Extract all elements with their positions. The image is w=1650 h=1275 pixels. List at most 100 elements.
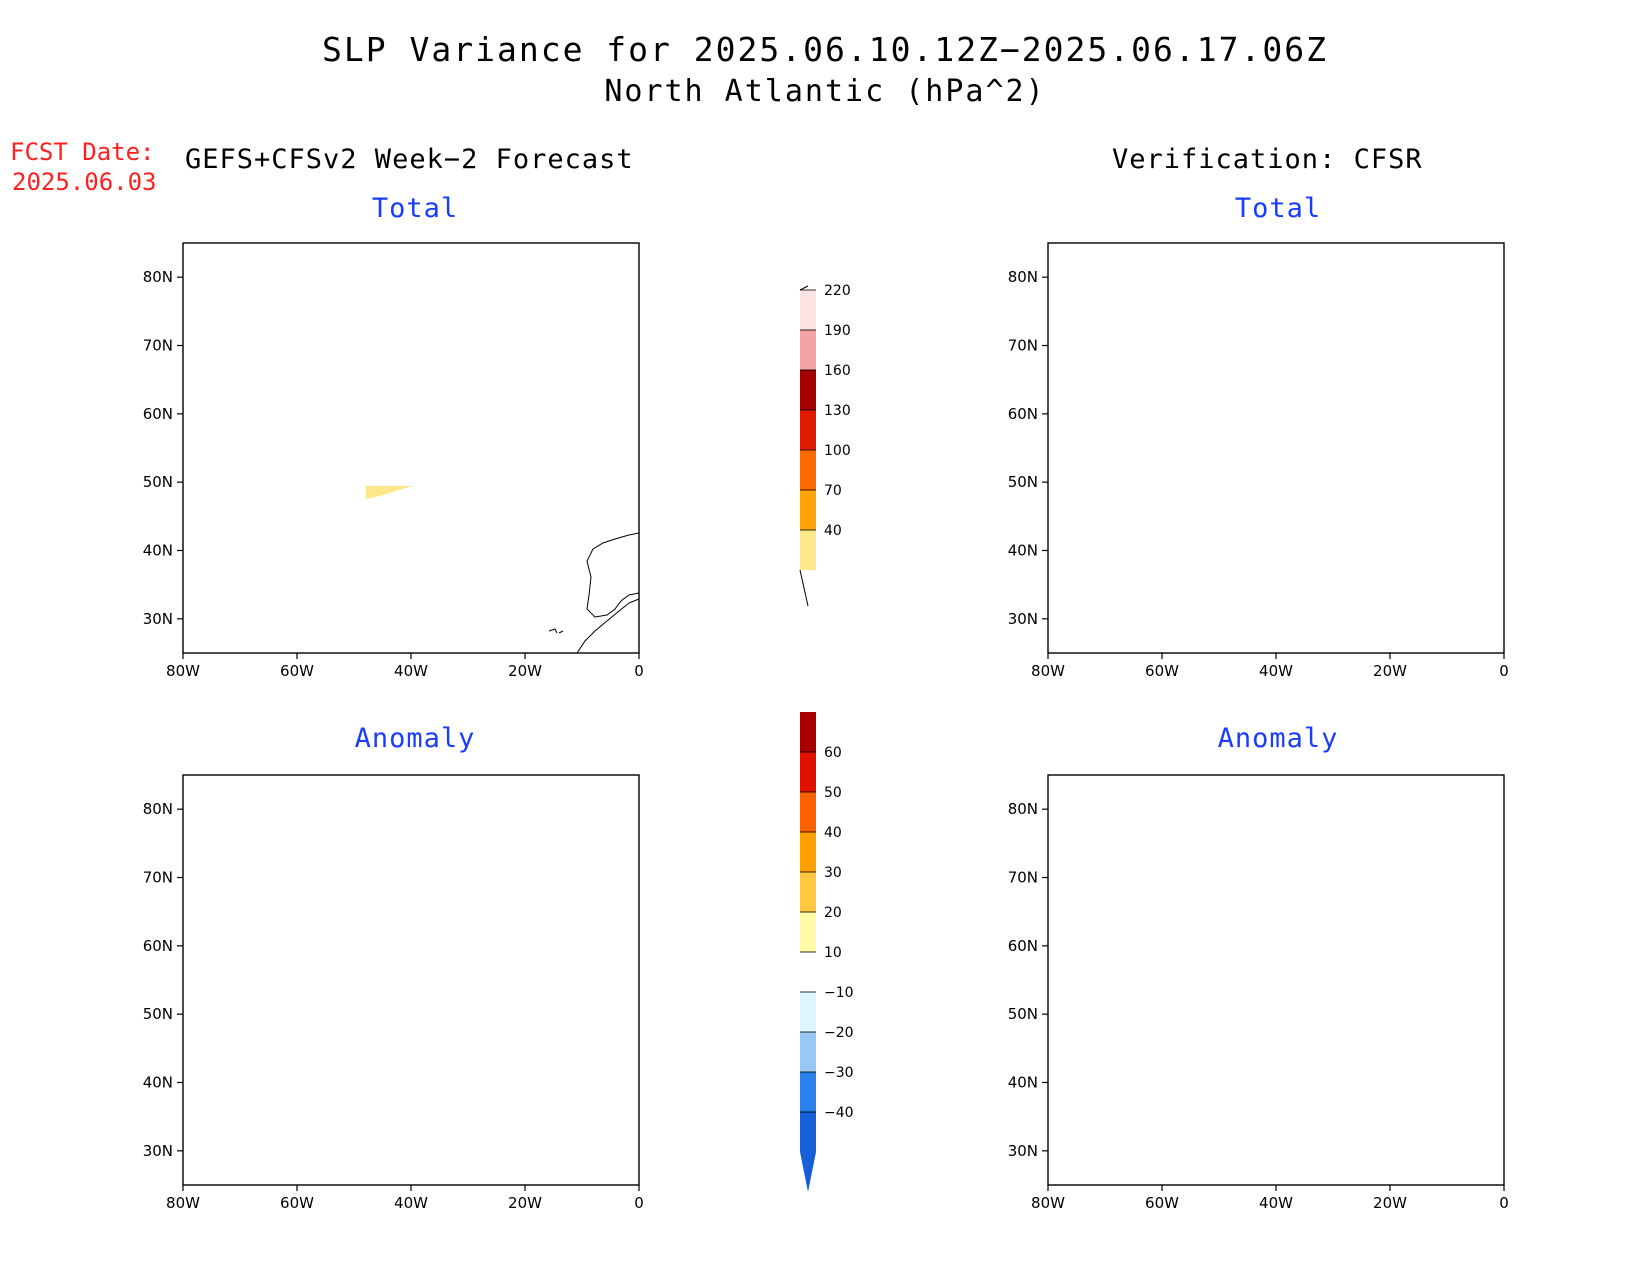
lon-tick-label: 80W — [166, 662, 200, 680]
colorbar-swatch — [800, 992, 816, 1032]
lon-tick-label: 20W — [508, 1194, 542, 1212]
forecast-anomaly-title: Anomaly — [354, 723, 476, 754]
colorbar-label: 30 — [824, 865, 842, 881]
lon-tick-label: 20W — [1373, 1194, 1407, 1212]
colorbar-label: 220 — [824, 283, 851, 299]
colorbar-swatch — [800, 1112, 816, 1152]
lon-tick-label: 0 — [634, 1194, 644, 1212]
colorbar-label: −40 — [824, 1105, 854, 1121]
lat-tick-label: 30N — [1008, 610, 1038, 628]
colorbar-swatch — [800, 530, 816, 570]
colorbar-label: 20 — [824, 905, 842, 921]
lat-tick-label: 70N — [1008, 337, 1038, 355]
colorbar-label: 50 — [824, 785, 842, 801]
colorbar-swatch — [800, 290, 816, 330]
forecast-total-map — [182, 242, 640, 714]
lon-tick-label: 0 — [1499, 662, 1509, 680]
lon-tick-label: 40W — [1259, 662, 1293, 680]
colorbar-label: −20 — [824, 1025, 854, 1041]
lat-tick-label: 70N — [143, 337, 173, 355]
colorbar-total: 40 70 100 130 160 190 220 — [799, 283, 851, 607]
lat-tick-label: 30N — [1008, 1142, 1038, 1160]
colorbar-swatch — [800, 490, 816, 530]
verification-anomaly-title: Anomaly — [1217, 723, 1339, 754]
lon-tick-label: 80W — [166, 1194, 200, 1212]
lon-tick-label: 40W — [394, 1194, 428, 1212]
lon-tick-label: 60W — [1145, 1194, 1179, 1212]
lat-tick-label: 40N — [1008, 542, 1038, 560]
colorbar-upper-arrow — [800, 712, 816, 752]
lon-tick-label: 60W — [280, 662, 314, 680]
colorbar-label: −10 — [824, 985, 854, 1001]
lat-tick-label: 80N — [143, 800, 173, 818]
verification-total-title: Total — [1234, 193, 1322, 224]
lat-tick-label: 50N — [1008, 473, 1038, 491]
colorbar-label: 130 — [824, 403, 851, 419]
colorbar-swatch — [800, 832, 816, 872]
colorbar-label: 60 — [824, 745, 842, 761]
colorbar-label: −30 — [824, 1065, 854, 1081]
lat-tick-label: 30N — [143, 1142, 173, 1160]
lat-tick-label: 70N — [143, 869, 173, 887]
forecast-total-title: Total — [371, 193, 459, 224]
lat-tick-label: 40N — [1008, 1074, 1038, 1092]
colorbar-swatch — [800, 912, 816, 952]
lon-tick-label: 0 — [634, 662, 644, 680]
verification-total-map — [1047, 242, 1505, 654]
colorbar-swatch — [800, 752, 816, 792]
verification-anomaly-map — [1047, 774, 1505, 1186]
colorbar-swatch — [800, 872, 816, 912]
colorbar-label: 10 — [824, 945, 842, 961]
forecast-date-label: FCST Date: — [10, 138, 155, 166]
colorbar-swatch — [800, 952, 816, 992]
lon-tick-label: 40W — [394, 662, 428, 680]
lon-tick-label: 60W — [1145, 662, 1179, 680]
lon-tick-label: 80W — [1031, 1194, 1065, 1212]
lon-tick-label: 20W — [1373, 662, 1407, 680]
lat-tick-label: 70N — [1008, 869, 1038, 887]
lat-tick-label: 30N — [143, 610, 173, 628]
lon-tick-label: 60W — [280, 1194, 314, 1212]
lat-tick-label: 50N — [1008, 1005, 1038, 1023]
colorbar-label: 40 — [824, 523, 842, 539]
lat-tick-label: 60N — [143, 405, 173, 423]
lat-tick-label: 80N — [1008, 800, 1038, 818]
lon-tick-label: 0 — [1499, 1194, 1509, 1212]
colorbars: 40 70 100 130 160 190 220 −40 −30 −20 −10 10 20 30 40 5… — [799, 283, 854, 1192]
colorbar-swatch — [800, 370, 816, 410]
colorbar-label: 160 — [824, 363, 851, 379]
colorbar-anomaly: −40 −30 −20 −10 10 20 30 40 50 60 — [800, 712, 854, 1192]
lat-tick-label: 50N — [143, 1005, 173, 1023]
colorbar-label: 100 — [824, 443, 851, 459]
chart-subtitle: North Atlantic (hPa^2) — [604, 74, 1046, 109]
forecast-date-value: 2025.06.03 — [12, 168, 157, 196]
colorbar-swatch — [800, 1072, 816, 1112]
lat-tick-label: 60N — [1008, 405, 1038, 423]
lat-tick-label: 40N — [143, 1074, 173, 1092]
colorbar-label: 40 — [824, 825, 842, 841]
colorbar-swatch — [800, 330, 816, 370]
lon-tick-label: 40W — [1259, 1194, 1293, 1212]
lon-tick-label: 20W — [508, 662, 542, 680]
colorbar-swatch — [800, 1032, 816, 1072]
verification-column-header: Verification: CFSR — [1112, 144, 1423, 175]
colorbar-swatch — [800, 792, 816, 832]
lat-tick-label: 80N — [143, 268, 173, 286]
colorbar-swatch — [800, 410, 816, 450]
lat-tick-label: 60N — [1008, 937, 1038, 955]
forecast-anomaly-map — [182, 774, 640, 1186]
forecast-column-header: GEFS+CFSv2 Week−2 Forecast — [185, 144, 634, 175]
colorbar-lower-arrow — [800, 1152, 816, 1192]
colorbar-label: 70 — [824, 483, 842, 499]
lat-tick-label: 60N — [143, 937, 173, 955]
lat-tick-label: 80N — [1008, 268, 1038, 286]
lat-tick-label: 50N — [143, 473, 173, 491]
chart-title: SLP Variance for 2025.06.10.12Z−2025.06.… — [322, 30, 1328, 69]
variance-contour-40 — [366, 486, 413, 500]
map-axes: 80N 70N 60N 50N 40N 30N 80W 60W 40W 20W 0 80N 70N 60N… — [143, 268, 1509, 1212]
lon-tick-label: 80W — [1031, 662, 1065, 680]
lat-tick-label: 40N — [143, 542, 173, 560]
colorbar-swatch — [800, 450, 816, 490]
colorbar-label: 190 — [824, 323, 851, 339]
